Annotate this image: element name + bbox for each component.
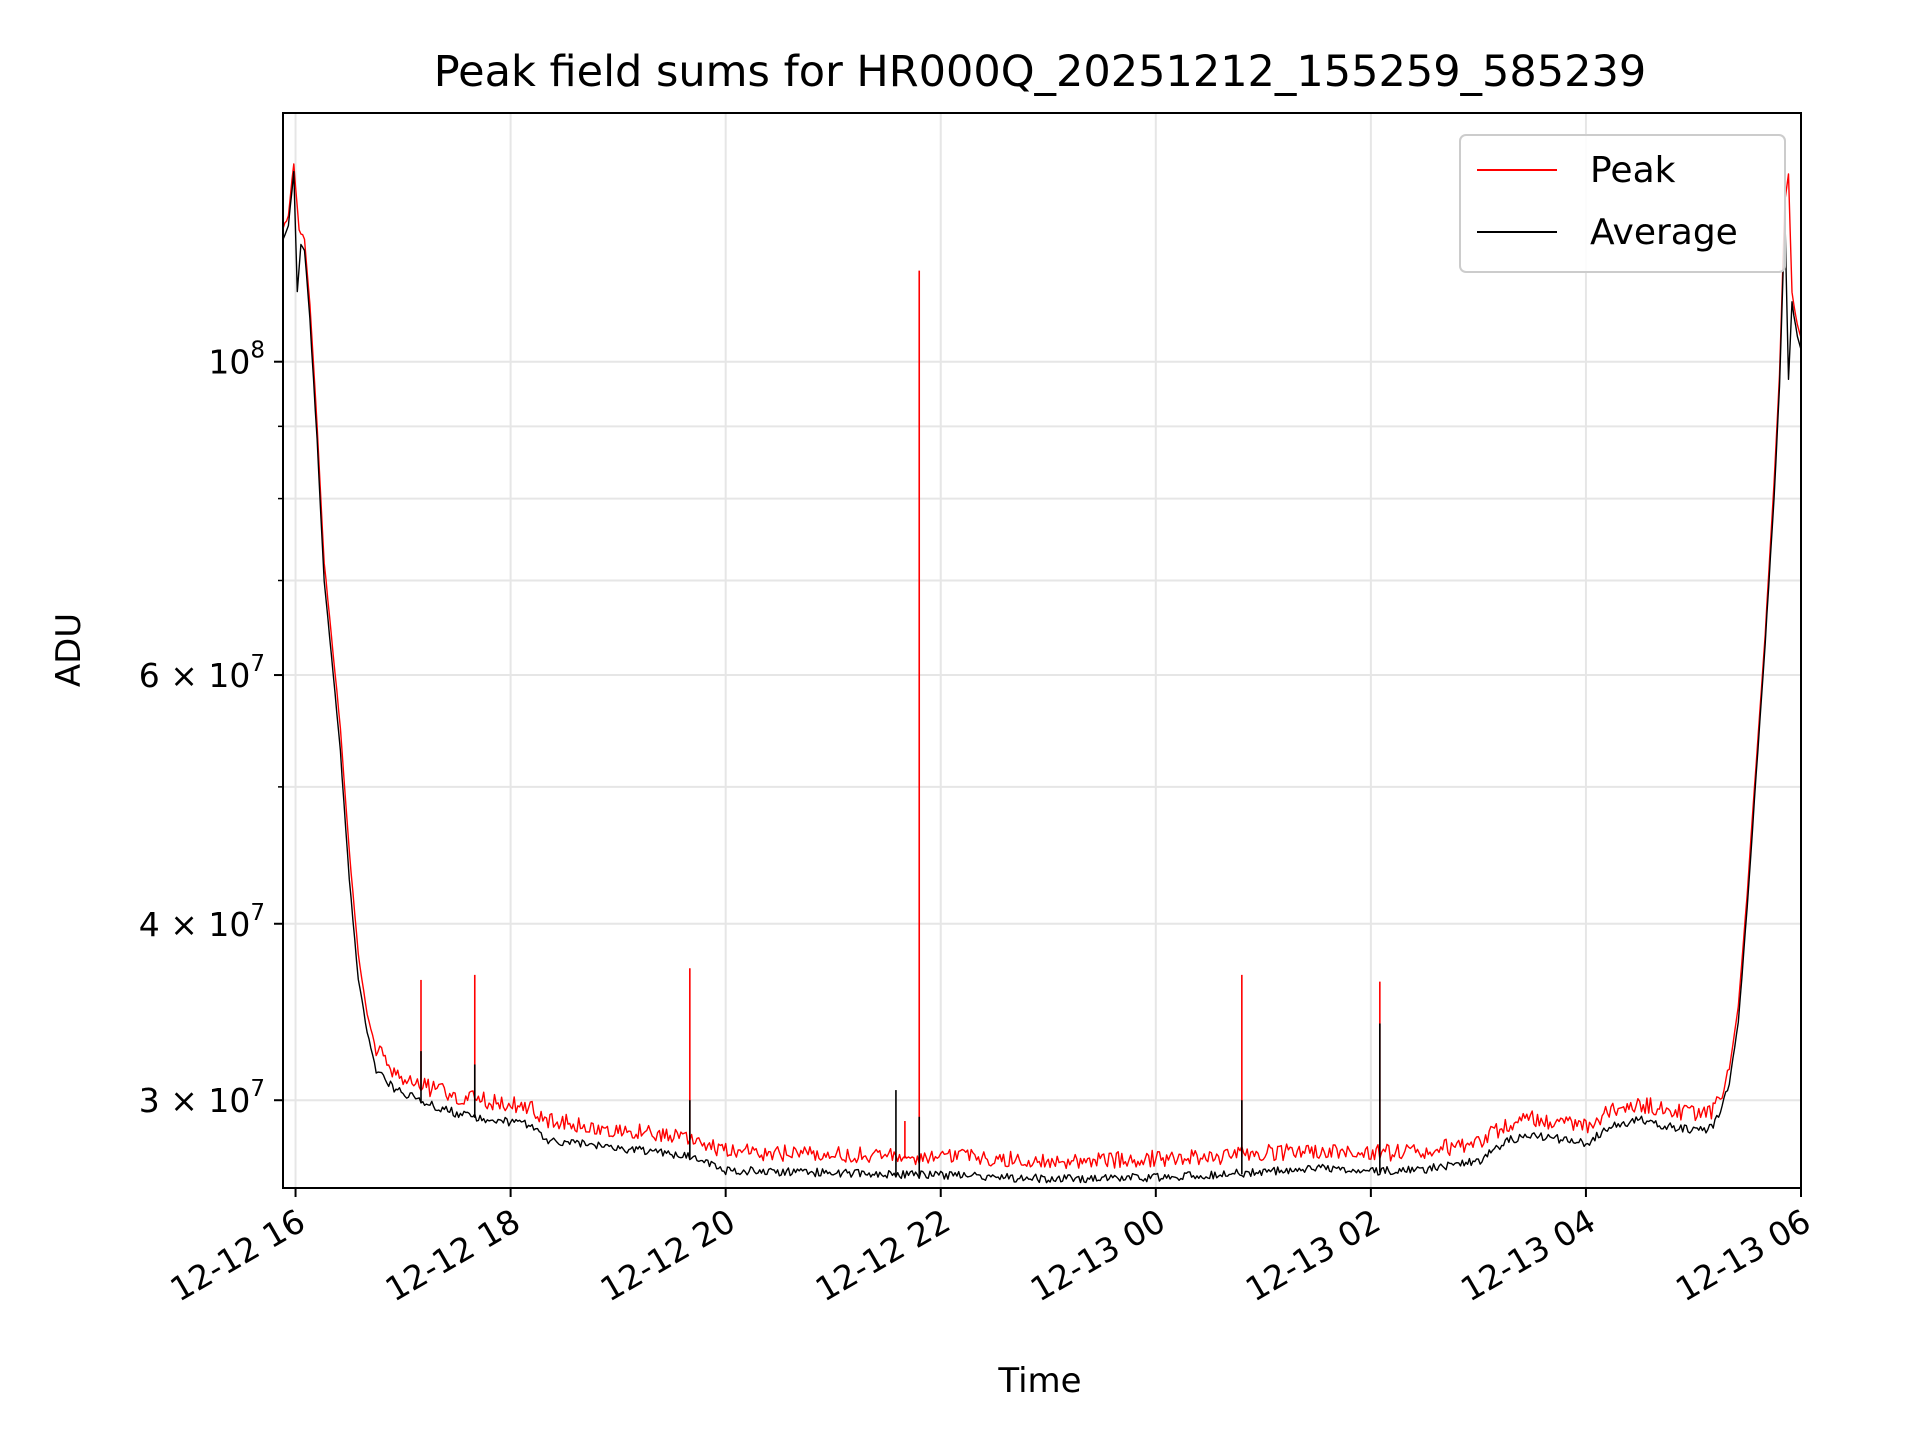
series-layer xyxy=(283,163,1801,1184)
plot-frame xyxy=(282,112,1802,1189)
legend-label-average: Average xyxy=(1590,212,1738,253)
y-tick-label: 3 × 107 xyxy=(139,1076,265,1120)
legend-label-peak: Peak xyxy=(1590,150,1676,191)
series-line-average xyxy=(283,170,1801,1184)
y-axis-label: ADU xyxy=(49,613,89,687)
y-tick-label: 108 xyxy=(208,338,265,382)
legend: Peak Average xyxy=(1459,134,1786,273)
y-tick-label: 4 × 107 xyxy=(139,900,265,944)
y-tick-label: 6 × 107 xyxy=(139,651,265,695)
series-line-peak xyxy=(283,163,1801,1170)
chart-title: Peak field sums for HR000Q_20251212_1552… xyxy=(434,47,1646,97)
x-axis-label: Time xyxy=(997,1361,1081,1401)
